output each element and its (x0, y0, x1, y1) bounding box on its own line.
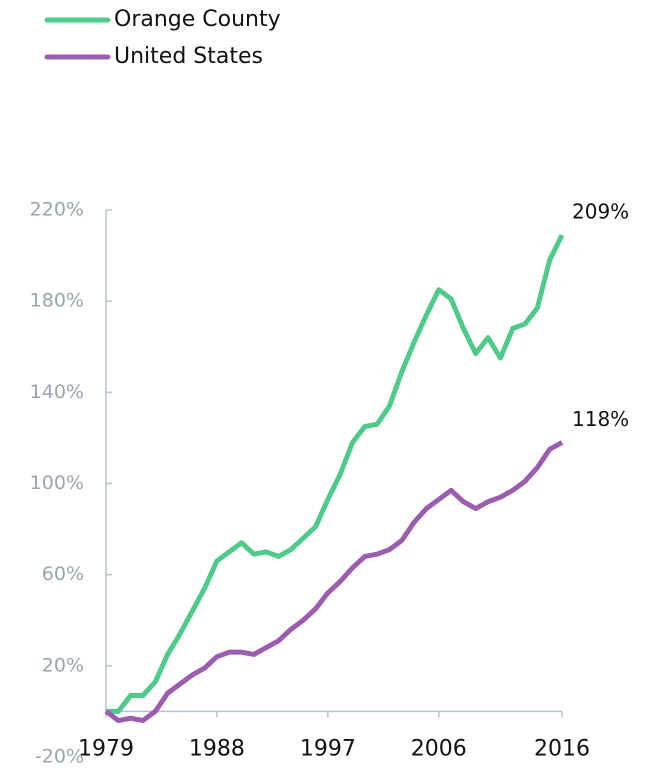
legend-label: Orange County (114, 7, 281, 32)
y-tick-label: 140% (30, 381, 84, 403)
y-tick-label: 220% (30, 199, 84, 221)
line-series (104, 440, 564, 724)
line-series (106, 233, 565, 714)
y-tick-label: 180% (30, 290, 84, 312)
end-label: 209% (572, 200, 629, 224)
x-tick-label: 1997 (300, 736, 356, 761)
x-tick-label: 2006 (411, 736, 467, 761)
y-tick-label: 60% (42, 563, 84, 585)
x-tick-label: 1979 (78, 736, 134, 761)
y-tick-label: 100% (30, 472, 84, 494)
y-tick-label: -20% (35, 746, 84, 768)
x-tick-label: 1988 (189, 736, 245, 761)
y-tick-label: 20% (42, 654, 84, 676)
end-label: 118% (572, 407, 629, 431)
legend-label: United States (114, 44, 263, 69)
x-tick-label: 2016 (534, 736, 590, 761)
